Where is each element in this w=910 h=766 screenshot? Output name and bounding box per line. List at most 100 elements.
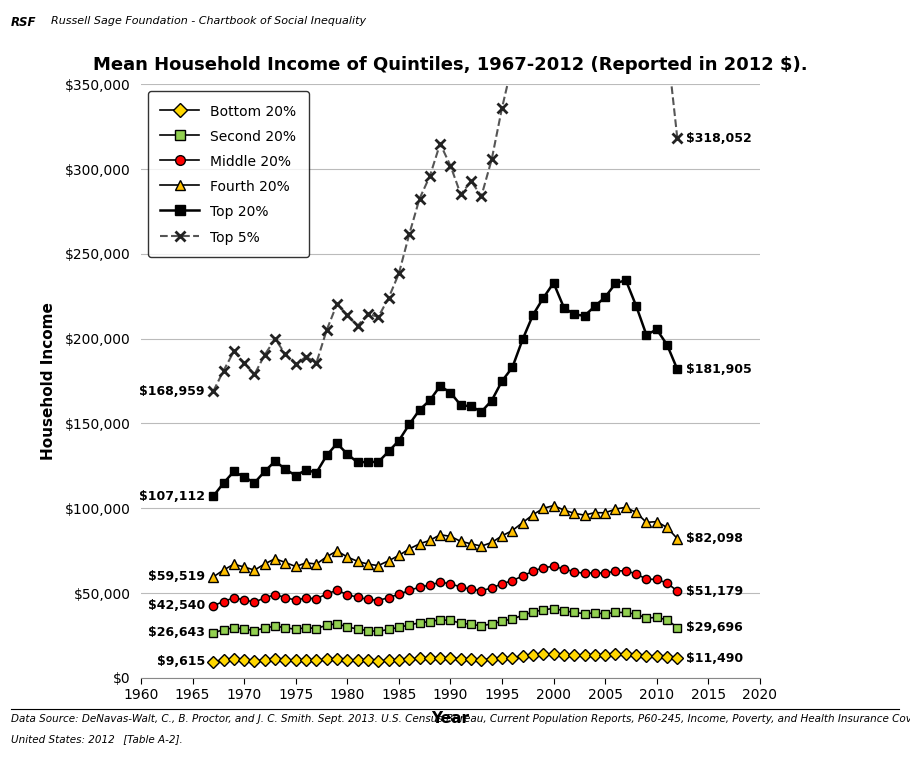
Top 20% [579,311,590,320]
Text: $51,179: $51,179 [685,584,743,597]
Bottom 20% [383,656,394,665]
Bottom 20% [507,653,518,663]
Middle 20% [445,579,456,588]
Text: United States: 2012  [Table A-2].: United States: 2012 [Table A-2]. [11,734,183,744]
Text: $82,098: $82,098 [685,532,743,545]
Bottom 20% [579,650,590,660]
Top 20% [228,466,239,476]
Bottom 20% [600,650,611,660]
Fourth 20% [352,557,363,566]
Text: $181,905: $181,905 [685,363,752,376]
Top 5% [311,358,322,368]
Top 20% [414,405,425,414]
Bottom 20% [486,654,497,663]
Top 5% [238,358,249,368]
Bottom 20% [672,654,682,663]
Middle 20% [404,586,415,595]
Top 5% [269,334,280,343]
Second 20% [424,617,435,626]
Top 5% [249,370,260,379]
Second 20% [311,624,322,633]
Second 20% [300,623,311,632]
Top 5% [218,366,229,375]
Fourth 20% [466,539,477,548]
Second 20% [218,625,229,634]
Second 20% [590,608,601,617]
Text: $168,959: $168,959 [139,385,205,398]
Top 20% [393,436,404,445]
Second 20% [455,618,466,627]
Fourth 20% [652,517,662,526]
Top 20% [404,420,415,429]
Fourth 20% [269,554,280,563]
Second 20% [249,626,260,635]
Middle 20% [528,567,539,576]
Top 20% [672,365,682,374]
Text: RSF: RSF [11,16,36,29]
Top 20% [621,276,632,285]
Middle 20% [300,594,311,603]
Fourth 20% [455,537,466,546]
Bottom 20% [528,650,539,660]
Top 20% [342,450,353,459]
Top 20% [218,479,229,488]
Fourth 20% [383,556,394,565]
Fourth 20% [393,551,404,560]
Fourth 20% [435,530,446,539]
Top 20% [476,408,487,417]
Bottom 20% [455,654,466,663]
Top 20% [424,396,435,405]
Bottom 20% [424,653,435,663]
Second 20% [486,620,497,629]
Bottom 20% [445,653,456,663]
Middle 20% [497,579,508,588]
Second 20% [207,628,218,637]
Second 20% [497,617,508,626]
Top 20% [641,330,652,339]
Second 20% [672,623,682,632]
Top 20% [445,388,456,398]
Second 20% [641,614,652,623]
Top 20% [486,396,497,405]
Middle 20% [424,581,435,590]
Top 5% [424,172,435,181]
Bottom 20% [569,650,580,660]
Top 20% [662,340,672,349]
Fourth 20% [228,560,239,569]
Top 5% [228,347,239,356]
Second 20% [507,614,518,624]
Top 5% [331,300,342,309]
Top 20% [290,471,301,480]
Bottom 20% [269,654,280,663]
Second 20% [373,627,384,636]
Bottom 20% [548,650,559,659]
Middle 20% [259,594,270,603]
Top 20% [435,381,446,391]
Fourth 20% [590,508,601,517]
Bottom 20% [631,650,642,660]
Middle 20% [435,578,446,587]
Text: $26,643: $26,643 [148,627,205,639]
Top 20% [548,278,559,287]
Middle 20% [362,594,373,604]
Fourth 20% [259,559,270,568]
Second 20% [352,624,363,633]
Middle 20% [414,582,425,591]
Second 20% [445,616,456,625]
Top 20% [238,473,249,482]
Bottom 20% [352,656,363,665]
Second 20% [228,623,239,632]
Line: Middle 20%: Middle 20% [209,562,682,610]
Bottom 20% [414,654,425,663]
Second 20% [652,613,662,622]
Fourth 20% [218,565,229,574]
Fourth 20% [249,565,260,574]
Middle 20% [517,571,528,581]
Top 5% [455,190,466,199]
Top 5% [497,103,508,113]
Fourth 20% [517,518,528,527]
Top 20% [569,309,580,319]
Second 20% [517,611,528,620]
Bottom 20% [373,656,384,666]
Top 5% [466,177,477,186]
